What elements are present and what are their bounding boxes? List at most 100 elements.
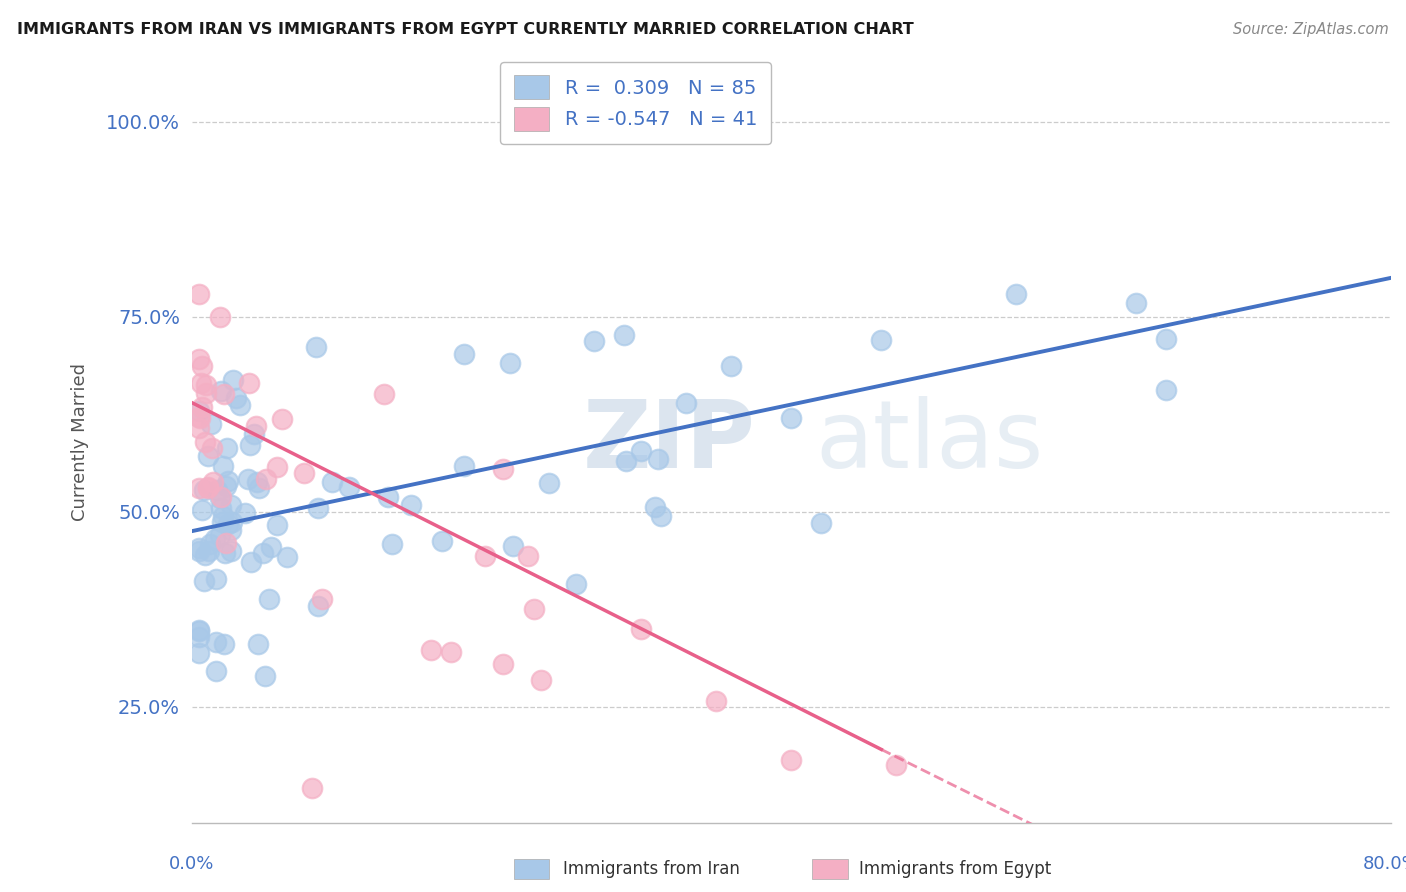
Point: [243, 427, 266, 442]
Point: [245, 419, 267, 434]
Point: [523, 602, 546, 616]
Point: [200, 417, 222, 432]
Point: [257, 592, 280, 607]
Y-axis label: Currently Married: Currently Married: [72, 362, 89, 521]
Text: Source: ZipAtlas.com: Source: ZipAtlas.com: [1233, 22, 1389, 37]
Point: [193, 574, 215, 588]
Point: [239, 438, 262, 452]
Point: [215, 536, 238, 550]
Point: [211, 516, 233, 530]
Point: [188, 410, 211, 425]
Point: [188, 544, 211, 558]
Point: [197, 450, 219, 464]
Point: [201, 441, 224, 455]
Point: [373, 387, 395, 401]
Point: [212, 387, 235, 401]
Point: [440, 645, 463, 659]
Point: [197, 481, 219, 495]
Point: [337, 480, 360, 494]
Point: [377, 490, 399, 504]
Point: [630, 444, 652, 458]
Point: [188, 624, 211, 639]
Point: [247, 637, 270, 651]
Point: [205, 635, 228, 649]
Point: [188, 287, 211, 301]
Point: [233, 506, 256, 520]
Point: [214, 546, 236, 560]
Point: [229, 398, 252, 412]
Point: [644, 500, 666, 514]
Point: [530, 673, 553, 687]
Point: [209, 490, 232, 504]
Point: [195, 386, 218, 401]
Point: [307, 599, 329, 614]
Point: [492, 461, 515, 475]
Point: [188, 630, 211, 644]
Point: [381, 537, 404, 551]
Point: [253, 669, 276, 683]
Text: atlas: atlas: [815, 395, 1043, 488]
Point: [205, 483, 228, 498]
Point: [474, 549, 496, 564]
Point: [292, 466, 315, 480]
Point: [502, 539, 524, 553]
Text: 0.0%: 0.0%: [169, 855, 214, 872]
Point: [538, 475, 561, 490]
Point: [453, 347, 475, 361]
Point: [188, 541, 211, 555]
Point: [321, 475, 343, 490]
Legend: R =  0.309   N = 85, R = -0.547   N = 41: R = 0.309 N = 85, R = -0.547 N = 41: [501, 62, 770, 145]
Point: [193, 483, 215, 497]
Point: [720, 359, 742, 373]
Point: [212, 508, 235, 523]
Point: [238, 376, 260, 390]
Point: [219, 544, 242, 558]
Point: [870, 333, 893, 347]
Point: [884, 758, 907, 772]
Point: [217, 516, 239, 531]
Point: [236, 473, 259, 487]
Point: [311, 591, 333, 606]
Point: [420, 643, 443, 657]
Point: [430, 533, 453, 548]
Point: [197, 480, 219, 494]
Point: [613, 327, 636, 342]
Point: [266, 518, 288, 533]
Point: [209, 501, 232, 516]
Point: [209, 384, 232, 398]
Point: [1154, 383, 1177, 397]
Point: [205, 572, 228, 586]
Point: [212, 637, 235, 651]
Point: [194, 377, 217, 392]
Point: [188, 404, 211, 418]
Point: [252, 546, 274, 560]
Point: [188, 481, 211, 495]
Point: [499, 356, 522, 370]
Point: [201, 475, 224, 489]
Point: [301, 781, 323, 796]
Point: [221, 516, 243, 530]
Point: [208, 310, 231, 324]
Point: [614, 453, 637, 467]
Point: [266, 460, 288, 475]
Point: [399, 498, 422, 512]
Point: [706, 694, 728, 708]
Point: [630, 622, 652, 636]
Point: [198, 537, 221, 551]
Point: [204, 664, 226, 678]
Point: [650, 508, 672, 523]
Point: [1154, 332, 1177, 346]
Text: ZIP: ZIP: [582, 395, 755, 488]
Text: IMMIGRANTS FROM IRAN VS IMMIGRANTS FROM EGYPT CURRENTLY MARRIED CORRELATION CHAR: IMMIGRANTS FROM IRAN VS IMMIGRANTS FROM …: [17, 22, 914, 37]
Point: [565, 576, 588, 591]
Point: [225, 391, 247, 405]
Point: [191, 359, 214, 373]
Point: [194, 549, 217, 563]
Point: [197, 543, 219, 558]
Point: [582, 334, 605, 348]
Point: [271, 412, 294, 426]
Point: [194, 435, 217, 450]
Point: [305, 340, 328, 354]
Point: [276, 550, 298, 565]
Point: [188, 421, 211, 435]
